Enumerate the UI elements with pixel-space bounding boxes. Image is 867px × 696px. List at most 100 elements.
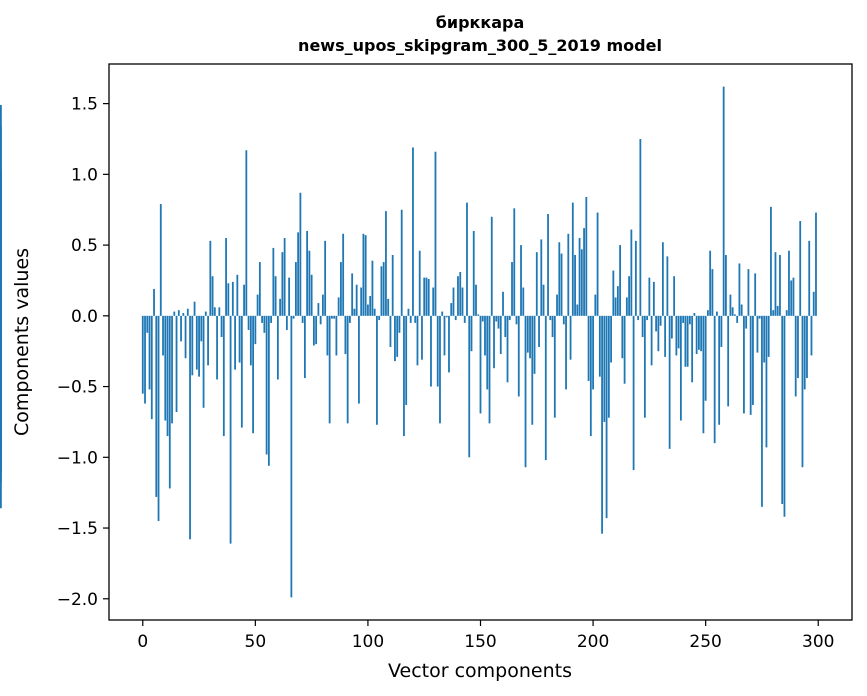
bar (468, 315, 471, 458)
bar (754, 273, 757, 316)
bar (693, 313, 696, 316)
bar (553, 315, 556, 418)
bar (340, 262, 342, 316)
bar (549, 315, 552, 321)
bar (389, 315, 392, 347)
bar (218, 307, 221, 316)
bar (461, 287, 464, 316)
bar (207, 315, 209, 366)
bar (236, 274, 239, 316)
bar (274, 276, 277, 316)
bar (749, 315, 752, 415)
bar (493, 315, 495, 369)
bar (175, 315, 178, 413)
bar (758, 315, 761, 319)
y-tick-label: 1.5 (71, 95, 98, 115)
bar (580, 249, 583, 316)
bar (634, 240, 637, 316)
bar (459, 271, 462, 316)
bar (772, 310, 775, 316)
bar (249, 315, 252, 366)
bar (164, 315, 167, 421)
bar (272, 247, 275, 316)
bar (565, 315, 567, 390)
bar (362, 233, 365, 316)
bar (247, 315, 250, 330)
bar (409, 315, 412, 323)
bar (734, 314, 736, 316)
bar (144, 315, 146, 404)
bar (650, 315, 653, 366)
bar (670, 315, 673, 339)
bar (610, 315, 612, 363)
bar (360, 287, 363, 316)
bar (407, 308, 410, 316)
bars-group (0, 86, 817, 598)
bar (589, 315, 592, 437)
bar (349, 315, 351, 323)
bar (364, 235, 367, 316)
bar (486, 315, 489, 390)
bar (718, 315, 721, 425)
x-tick-label: 100 (352, 632, 384, 652)
bar (711, 269, 714, 316)
bar (450, 303, 453, 316)
bar (382, 262, 385, 316)
bar (328, 315, 331, 424)
bar (639, 138, 642, 316)
bar (177, 310, 180, 316)
bar (432, 287, 435, 316)
bar (396, 315, 399, 357)
bar (193, 301, 196, 316)
bar (598, 315, 601, 377)
bar (285, 315, 288, 330)
bar (779, 254, 781, 316)
bar (686, 315, 689, 367)
bar (664, 315, 667, 357)
bar (321, 294, 324, 316)
bar (761, 315, 763, 507)
bar (596, 212, 599, 316)
y-tick-label: −0.5 (57, 378, 98, 398)
bar (150, 315, 153, 420)
bar (292, 315, 295, 319)
bar (470, 315, 473, 352)
bar (168, 315, 171, 489)
bar (677, 315, 680, 349)
bar (502, 291, 504, 316)
bar (283, 238, 286, 316)
bar (770, 206, 772, 316)
bar (484, 315, 486, 356)
bar (799, 221, 802, 316)
bar (312, 315, 315, 346)
bar (222, 315, 225, 437)
bar (698, 315, 700, 350)
bar (499, 315, 502, 355)
bar (666, 256, 669, 316)
bar (157, 315, 160, 521)
bar (657, 315, 660, 352)
bar (628, 276, 630, 316)
bar (391, 254, 394, 316)
x-tick-label: 250 (689, 632, 721, 652)
bar (195, 315, 198, 370)
bar (535, 252, 538, 316)
bar (153, 288, 155, 316)
bar (180, 315, 182, 342)
bar (457, 276, 459, 316)
bar (583, 228, 585, 316)
bar (506, 315, 509, 383)
bar (601, 315, 603, 534)
bar (578, 238, 581, 316)
bar (704, 315, 707, 401)
bar (797, 315, 799, 379)
bar (448, 315, 450, 373)
x-axis-label: Vector components (388, 660, 572, 682)
bar (441, 311, 444, 316)
bar (378, 315, 381, 321)
bar (463, 315, 466, 323)
bar (358, 315, 360, 404)
bar (684, 315, 687, 367)
bar (630, 229, 633, 316)
